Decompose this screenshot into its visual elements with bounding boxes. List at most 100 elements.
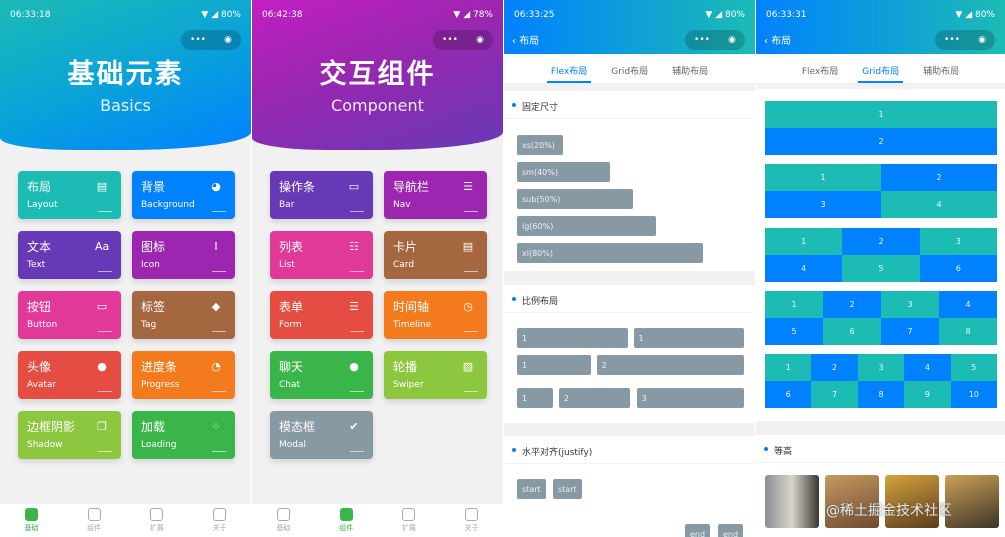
back-button[interactable]: ‹ 布局 (764, 36, 792, 47)
card-divider (212, 211, 226, 212)
grid-cell: 6 (765, 381, 812, 408)
status-time: 06:33:25 (514, 10, 555, 20)
ratio-block: 2 (596, 355, 744, 375)
status-battery: ▼ ◢ 80% (705, 10, 745, 20)
layout-tab-1[interactable]: Grid布局 (858, 54, 904, 83)
card-card[interactable]: 卡片 Card ▤ (384, 231, 487, 279)
grid-cell: 2 (842, 228, 920, 255)
grid-cell: 5 (842, 255, 920, 282)
ratio-block: 1 (633, 328, 744, 348)
form-icon: ☰ (349, 300, 359, 313)
tab-3[interactable]: 关于 (188, 504, 251, 537)
capsule-menu[interactable]: ••• ◉ (935, 30, 995, 50)
card-layout[interactable]: 布局 Layout ▤ (18, 171, 121, 219)
card-tag[interactable]: 标签 Tag ◆ (132, 291, 235, 339)
ratio-block: 2 (558, 388, 631, 408)
card-subtitle: List (279, 260, 295, 270)
capsule-menu[interactable]: ••• ◉ (433, 30, 493, 50)
card-subtitle: Button (27, 320, 58, 330)
card-title: 时间轴 (393, 300, 430, 314)
back-button[interactable]: ‹ 布局 (512, 36, 540, 47)
tab-1[interactable]: 组件 (315, 504, 378, 537)
card-loading[interactable]: 加载 Loading ⁘ (132, 411, 235, 459)
card-title: 按钮 (27, 300, 52, 314)
status-time: 06:33:18 (10, 10, 51, 20)
layout-tabs: Flex布局 Grid布局 辅助布局 (756, 54, 1005, 83)
layout-tab-0[interactable]: Flex布局 (546, 54, 592, 83)
tab-3[interactable]: 关于 (440, 504, 503, 537)
card-divider (98, 211, 112, 212)
card-chat[interactable]: 聊天 Chat ● (270, 351, 373, 399)
more-icon[interactable]: ••• (694, 35, 710, 45)
card-title: 表单 (279, 300, 304, 314)
ratio-block: 3 (636, 388, 744, 408)
card-divider (98, 271, 112, 272)
hero-subtitle: Component (331, 96, 424, 115)
grid-cell: 7 (881, 318, 939, 345)
card-modal[interactable]: 模态框 Modal ✔ (270, 411, 373, 459)
card-text[interactable]: 文本 Text Aa (18, 231, 121, 279)
card-form[interactable]: 表单 Form ☰ (270, 291, 373, 339)
nav-bar: ‹ 布局 (756, 0, 1005, 54)
card-divider (350, 211, 364, 212)
close-target-icon[interactable]: ◉ (224, 35, 232, 45)
grid-cell: 2 (881, 164, 997, 191)
capsule-menu[interactable]: ••• ◉ (181, 30, 241, 50)
card-subtitle: Tag (141, 320, 157, 330)
screen-layout-flex: ‹ 布局 06:33:25 ▼ ◢ 80% ••• ◉ Flex布局 Grid布局 辅助布局固… (504, 0, 755, 537)
close-target-icon[interactable]: ◉ (476, 35, 484, 45)
tab-2[interactable]: 扩展 (126, 504, 189, 537)
card-background[interactable]: 背景 Background ◕ (132, 171, 235, 219)
tab-label: 扩展 (149, 524, 164, 532)
tab-0[interactable]: 基础 (252, 504, 315, 537)
cat-image (885, 475, 939, 528)
grid-cell: 3 (881, 291, 939, 318)
card-shadow[interactable]: 边框阴影 Shadow ❐ (18, 411, 121, 459)
nav-icon: ☰ (463, 180, 473, 193)
card-button[interactable]: 按钮 Button ▭ (18, 291, 121, 339)
grid-icon (24, 508, 38, 521)
icon-i-icon: I (214, 240, 218, 253)
user-icon (213, 508, 227, 521)
close-target-icon[interactable]: ◉ (978, 35, 986, 45)
capsule-menu[interactable]: ••• ◉ (685, 30, 745, 50)
card-nav[interactable]: 导航栏 Nav ☰ (384, 171, 487, 219)
more-icon[interactable]: ••• (944, 35, 960, 45)
text-icon: Aa (95, 240, 110, 253)
status-battery: ▼ ◢ 78% (453, 10, 493, 20)
card-divider (212, 331, 226, 332)
card-list[interactable]: 列表 List ☷ (270, 231, 373, 279)
layout-tab-2[interactable]: 辅助布局 (672, 67, 709, 77)
tab-1[interactable]: 组件 (63, 504, 126, 537)
grid-cell: 5 (950, 354, 997, 381)
grid-cell: 1 (765, 164, 881, 191)
card-bar[interactable]: 操作条 Bar ▭ (270, 171, 373, 219)
close-target-icon[interactable]: ◉ (728, 35, 736, 45)
more-icon[interactable]: ••• (190, 35, 206, 45)
card-divider (212, 451, 226, 452)
tab-bar: 基础 组件 扩展 关于 (0, 504, 251, 537)
fixed-block: sm(40%) (517, 162, 610, 182)
section-title: 比例布局 (504, 285, 755, 313)
card-divider (464, 211, 478, 212)
card-divider (98, 331, 112, 332)
tab-label: 组件 (339, 524, 354, 532)
card-subtitle: Loading (141, 440, 177, 450)
tab-bar: 基础 组件 扩展 关于 (252, 504, 503, 537)
justify-end-block: end (718, 524, 744, 537)
status-battery: ▼ ◢ 80% (955, 10, 995, 20)
layout-tab-0[interactable]: Flex布局 (801, 67, 839, 77)
card-swiper[interactable]: 轮播 Swiper ▨ (384, 351, 487, 399)
layout-tab-2[interactable]: 辅助布局 (923, 67, 960, 77)
card-avatar[interactable]: 头像 Avatar ● (18, 351, 121, 399)
status-time: 06:33:31 (766, 10, 807, 20)
tab-2[interactable]: 扩展 (378, 504, 441, 537)
card-subtitle: Layout (27, 200, 58, 210)
tab-label: 扩展 (401, 524, 416, 532)
card-progress[interactable]: 进度条 Progress ◔ (132, 351, 235, 399)
card-timeline[interactable]: 时间轴 Timeline ◷ (384, 291, 487, 339)
more-icon[interactable]: ••• (442, 35, 458, 45)
layout-tab-1[interactable]: Grid布局 (611, 67, 649, 77)
tab-0[interactable]: 基础 (0, 504, 63, 537)
card-icon[interactable]: 图标 Icon I (132, 231, 235, 279)
